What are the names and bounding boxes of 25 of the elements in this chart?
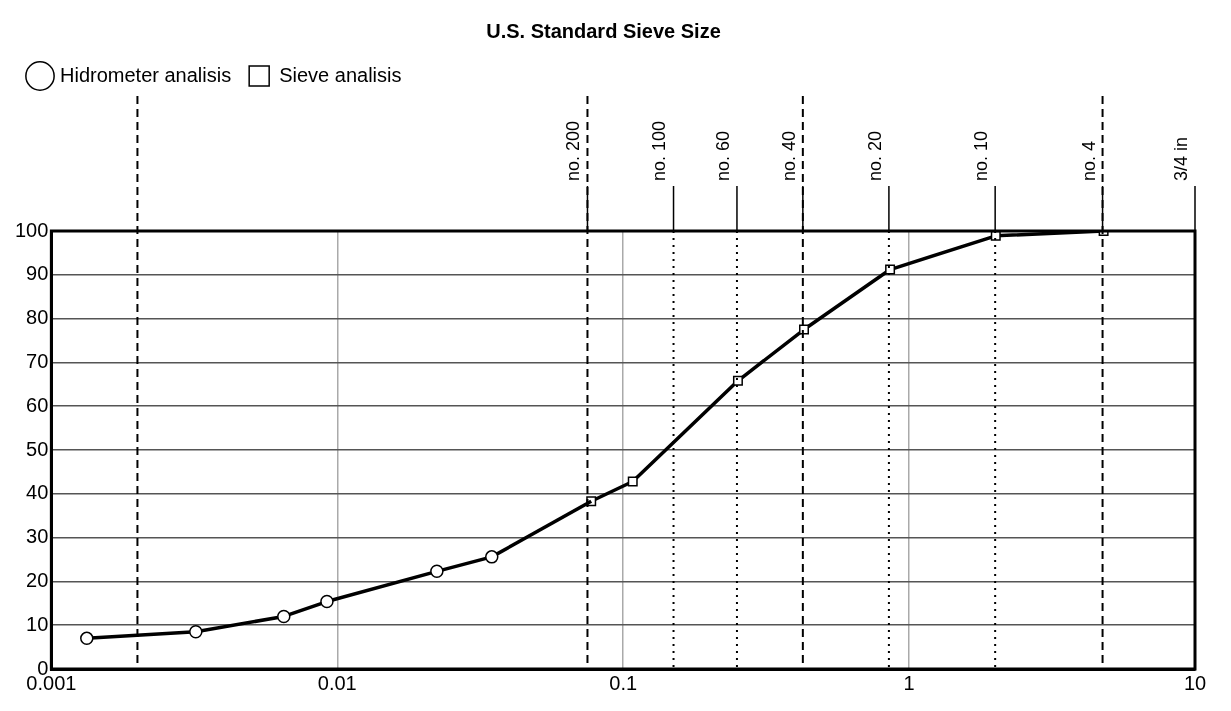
legend-label: Hidrometer analisis: [60, 63, 232, 86]
y-tick-label: 30: [26, 525, 49, 548]
legend-label: Sieve analisis: [279, 63, 402, 86]
y-tick-label: 10: [26, 612, 49, 635]
chart-title: U.S. Standard Sieve Size: [486, 19, 721, 42]
ref-line-label: no. 40: [778, 130, 799, 181]
ref-line-label: no. 200: [563, 120, 584, 181]
x-tick-label: 0.01: [317, 671, 357, 694]
ref-line-label: no. 20: [864, 130, 885, 181]
y-tick-label: 60: [26, 393, 49, 416]
ref-line-label: no. 100: [649, 120, 670, 181]
ref-line-label: no. 60: [712, 130, 733, 181]
y-tick-label: 70: [26, 349, 49, 372]
x-tick-label: 0.1: [609, 671, 638, 694]
x-tick-label: 1: [903, 671, 915, 694]
ref-line-label: 3/4 in: [1170, 136, 1191, 181]
ref-line-label: no. 10: [971, 130, 992, 181]
x-tick-label: 10: [1183, 671, 1207, 694]
y-tick-label: 100: [14, 218, 49, 241]
y-tick-label: 20: [26, 568, 49, 591]
y-tick-label: 50: [26, 437, 49, 460]
y-tick-label: 80: [26, 306, 49, 329]
ref-line-label: no. 4: [1078, 140, 1099, 181]
y-tick-label: 90: [26, 262, 49, 285]
y-tick-label: 40: [26, 481, 49, 504]
